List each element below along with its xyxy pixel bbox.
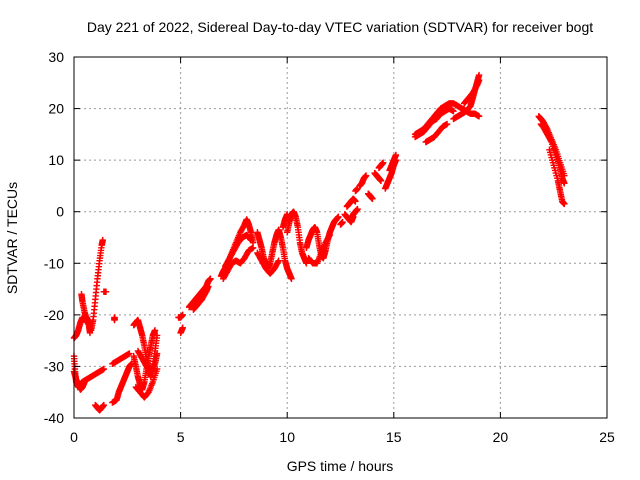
- chart-title: Day 221 of 2022, Sidereal Day-to-day VTE…: [87, 19, 593, 35]
- data-point: [284, 211, 291, 218]
- data-point: [392, 151, 400, 159]
- data-point: [99, 236, 106, 244]
- data-point: [151, 327, 159, 334]
- y-tick-label: 20: [48, 101, 64, 117]
- axis-ticks: [73, 56, 608, 419]
- data-point: [274, 258, 282, 266]
- y-tick-labels: -40 -30 -20 -10 0 10 20 30: [44, 49, 64, 426]
- grid: [74, 57, 607, 418]
- y-tick-label: -10: [44, 255, 64, 271]
- data-point: [443, 120, 451, 128]
- y-tick-label: -20: [44, 307, 64, 323]
- data-point: [377, 177, 385, 184]
- data-point: [247, 236, 255, 244]
- data-point: [102, 288, 110, 295]
- y-tick-label: 10: [48, 152, 64, 168]
- x-tick-label: 20: [493, 429, 509, 445]
- y-tick-label: 0: [56, 204, 64, 220]
- data-point: [352, 198, 359, 205]
- data-point: [326, 231, 334, 239]
- data-point: [126, 350, 133, 357]
- data-point: [288, 275, 295, 282]
- data-point: [100, 365, 108, 373]
- plot-frame: [73, 56, 608, 419]
- data-point: [379, 159, 387, 166]
- data-point: [547, 137, 555, 145]
- data-point: [153, 365, 161, 373]
- data-points: [70, 71, 568, 414]
- data-point: [153, 350, 161, 357]
- x-tick-label: 25: [599, 429, 615, 445]
- data-point: [561, 200, 568, 208]
- data-point: [475, 113, 483, 120]
- y-tick-label: -30: [44, 358, 64, 374]
- data-point: [81, 378, 88, 386]
- data-point: [179, 311, 186, 319]
- data-point: [111, 316, 118, 324]
- data-point: [179, 324, 186, 331]
- data-point: [450, 107, 457, 115]
- data-point: [335, 213, 342, 221]
- x-tick-label: 10: [279, 429, 295, 445]
- y-axis-label: SDTVAR / TECUs: [4, 182, 20, 294]
- data-point: [354, 205, 361, 213]
- x-tick-labels: 0 5 10 15 20 25: [70, 429, 615, 445]
- x-tick-label: 5: [177, 429, 185, 445]
- data-point: [249, 244, 257, 252]
- data-point: [207, 275, 214, 282]
- data-point: [100, 401, 108, 409]
- y-tick-label: 30: [48, 49, 64, 65]
- y-tick-label: -40: [44, 410, 64, 426]
- data-point: [561, 180, 568, 187]
- data-point: [475, 77, 483, 84]
- data-point: [247, 236, 254, 243]
- data-point: [303, 260, 310, 267]
- data-point: [339, 218, 346, 226]
- x-tick-label: 0: [70, 429, 78, 445]
- data-point: [275, 257, 282, 264]
- data-point: [205, 283, 212, 290]
- x-axis-label: GPS time / hours: [287, 458, 394, 474]
- data-point: [151, 361, 158, 369]
- x-tick-label: 15: [386, 429, 402, 445]
- data-point: [362, 172, 370, 179]
- data-point: [325, 233, 333, 240]
- data-point: [86, 329, 94, 337]
- data-point: [369, 195, 376, 203]
